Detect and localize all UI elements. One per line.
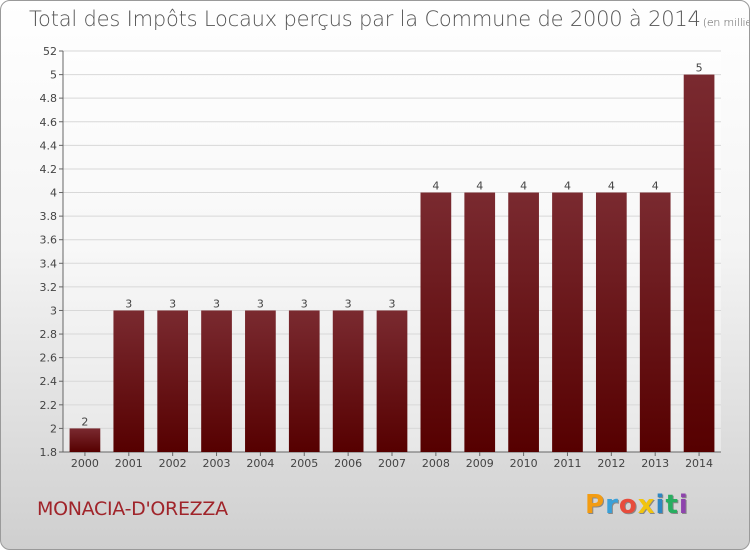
chart-title: Total des Impôts Locaux perçus par la Co… [29, 7, 749, 31]
y-tick-label: 3.8 [40, 210, 58, 223]
y-tick-label: 3.4 [40, 257, 58, 270]
logo-letter: i [655, 490, 666, 520]
data-label: 4 [564, 180, 571, 193]
chart-title-text: Total des Impôts Locaux perçus par la Co… [29, 7, 701, 31]
x-tick-label: 2000 [71, 457, 99, 470]
y-tick-label: 52 [43, 45, 57, 58]
bar [683, 74, 715, 453]
data-label: 3 [213, 297, 220, 310]
logo-letter: x [637, 490, 656, 520]
bar [595, 192, 627, 452]
x-tick-label: 2003 [203, 457, 231, 470]
bar [464, 192, 496, 452]
x-tick-label: 2007 [378, 457, 406, 470]
logo-letter: o [618, 490, 638, 520]
data-label: 5 [696, 62, 703, 75]
bar [157, 310, 189, 452]
bar [113, 310, 145, 452]
data-label: 3 [169, 297, 176, 310]
x-tick-label: 2010 [510, 457, 538, 470]
proxiti-logo[interactable]: Proxiti [585, 490, 689, 520]
bar [288, 310, 320, 452]
y-tick-label: 3.6 [40, 234, 58, 247]
bars [69, 74, 715, 453]
bar [332, 310, 364, 452]
x-tick-label: 2014 [685, 457, 713, 470]
y-tick-label: 4.6 [40, 116, 58, 129]
commune-name: MONACIA-D'OREZZA [37, 498, 228, 520]
data-label: 3 [125, 297, 132, 310]
y-tick-label: 2.6 [40, 352, 58, 365]
data-label: 2 [81, 415, 88, 428]
y-tick-label: 3 [50, 304, 57, 317]
bar [639, 192, 671, 452]
y-tick-label: 2.8 [40, 328, 58, 341]
x-tick-label: 2009 [466, 457, 494, 470]
bar [376, 310, 408, 452]
bar [69, 428, 101, 452]
y-tick-label: 2.4 [40, 375, 58, 388]
bar [508, 192, 539, 452]
x-tick-label: 2005 [290, 457, 318, 470]
x-tick-labels: 2000 2001 2002 2003 2004 2005 2006 2007 2008 2009… [71, 452, 713, 470]
bar [201, 310, 232, 452]
bar [552, 192, 583, 452]
data-label: 3 [257, 297, 264, 310]
logo-letter: P [585, 490, 606, 520]
data-label: 4 [520, 180, 527, 193]
data-labels: 2 3 3 3 3 3 3 3 4 4 4 4 4 4 5 [81, 62, 702, 429]
logo-letter: r [605, 490, 619, 520]
bar [420, 192, 452, 452]
chart-unit: (en milliers d'€) [702, 16, 749, 29]
x-tick-label: 2004 [246, 457, 274, 470]
data-label: 3 [345, 297, 352, 310]
data-label: 4 [608, 180, 615, 193]
data-label: 3 [389, 297, 396, 310]
y-tick-label: 4 [50, 187, 57, 200]
x-tick-label: 2002 [159, 457, 187, 470]
x-tick-label: 2012 [597, 457, 625, 470]
y-tick-label: 3.2 [40, 281, 58, 294]
y-tick-label: 5 [50, 69, 57, 82]
data-label: 4 [652, 180, 659, 193]
y-tick-label: 2.2 [40, 399, 58, 412]
data-label: 4 [476, 180, 483, 193]
x-tick-label: 2011 [553, 457, 581, 470]
logo-letter: t [665, 490, 679, 520]
y-tick-label: 2 [50, 422, 57, 435]
x-tick-label: 2006 [334, 457, 362, 470]
data-label: 4 [432, 180, 439, 193]
y-tick-label: 4.2 [40, 163, 58, 176]
x-tick-label: 2008 [422, 457, 450, 470]
y-tick-label: 1.8 [40, 446, 58, 459]
x-tick-label: 2001 [115, 457, 143, 470]
y-tick-label: 4.4 [40, 139, 58, 152]
y-tick-label: 4.8 [40, 92, 58, 105]
x-tick-label: 2013 [641, 457, 669, 470]
logo-letter: i [678, 490, 689, 520]
y-tick-labels: 1.8 2 2.2 2.4 2.6 2.8 3 3.2 3.4 3.6 3.8 4 4.2 4.4 4.6 4… [40, 45, 63, 459]
bar [245, 310, 276, 452]
data-label: 3 [301, 297, 308, 310]
